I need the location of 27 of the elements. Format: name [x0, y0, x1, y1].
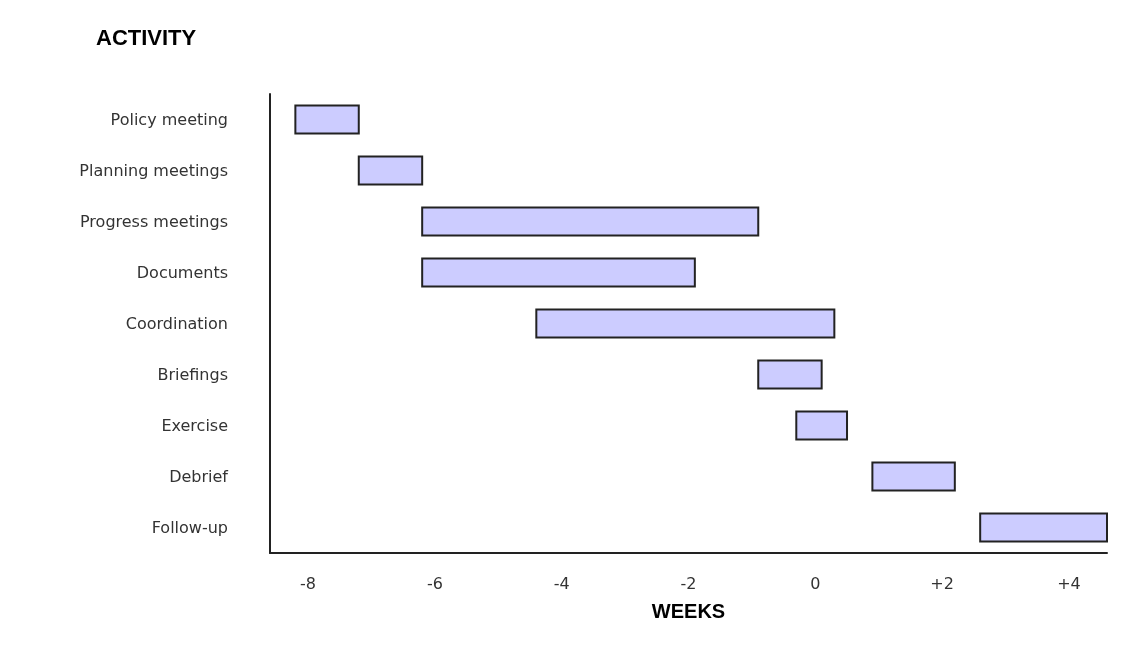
y-tick-label: Exercise — [161, 416, 228, 435]
bar — [294, 104, 360, 135]
bar — [421, 257, 696, 288]
y-tick-label: Follow-up — [151, 518, 228, 537]
x-axis-title: WEEKS — [651, 600, 726, 622]
y-tick-label: Briefings — [157, 365, 228, 384]
y-tick-label: Policy meeting — [110, 110, 228, 129]
x-tick-label: +4 — [1057, 573, 1081, 593]
x-tick-label: 0 — [810, 573, 821, 593]
x-tick-label: -4 — [553, 573, 570, 593]
bar — [757, 359, 823, 390]
bar — [357, 155, 424, 186]
bar — [979, 512, 1108, 543]
x-tick-label: -8 — [300, 573, 317, 593]
x-tick-label: +2 — [930, 573, 954, 593]
bar — [871, 461, 956, 492]
y-tick-label: Planning meetings — [79, 161, 228, 180]
y-axis-title: ACTIVITY — [96, 24, 197, 50]
x-tick-label: -6 — [426, 573, 443, 593]
y-tick-label: Progress meetings — [80, 212, 228, 231]
bar — [421, 206, 760, 237]
y-tick-label: Coordination — [125, 314, 228, 333]
bar — [535, 308, 836, 339]
y-tick-label: Debrief — [169, 467, 229, 486]
bar — [795, 410, 849, 441]
x-tick-label: -2 — [680, 573, 697, 593]
y-tick-label: Documents — [136, 263, 228, 282]
